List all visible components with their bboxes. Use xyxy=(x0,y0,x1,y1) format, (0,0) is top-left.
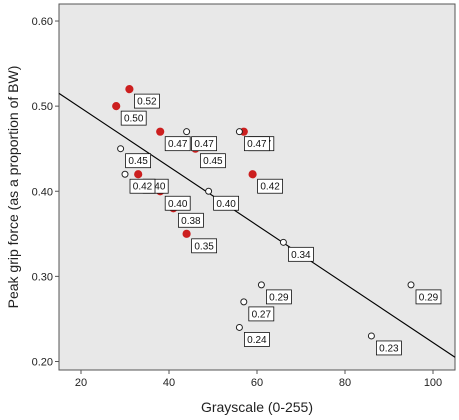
data-point-open xyxy=(240,298,248,306)
data-label-box xyxy=(129,178,156,194)
data-point-open xyxy=(235,128,243,136)
data-point-open xyxy=(235,323,243,331)
data-label-box xyxy=(177,212,204,228)
data-label-box xyxy=(257,178,284,194)
x-tick-label: 80 xyxy=(339,377,351,389)
y-tick-label: 0.60 xyxy=(32,16,53,28)
data-label: 0.35 xyxy=(194,241,214,252)
y-tick-label: 0.40 xyxy=(32,186,53,198)
data-label-box xyxy=(265,289,292,305)
data-label-box xyxy=(287,246,314,262)
data-point-open xyxy=(257,281,265,289)
data-label: 0.47 xyxy=(194,139,214,150)
data-label-box xyxy=(243,332,270,347)
data-point-open xyxy=(279,238,287,246)
data-point-filled xyxy=(156,127,165,136)
data-label: 0.40 xyxy=(168,199,188,210)
data-label: 0.29 xyxy=(269,292,289,303)
data-label-box xyxy=(133,93,160,109)
data-label: 0.45 xyxy=(128,156,148,167)
data-label-box xyxy=(248,306,275,322)
data-label: 0.34 xyxy=(291,250,311,261)
data-label-box xyxy=(199,153,226,169)
x-tick-label: 60 xyxy=(251,377,263,389)
data-point-open xyxy=(367,332,375,340)
data-label: 0.47 xyxy=(247,139,267,150)
data-labels: 0.50 0.52 0.40 0.47 0.40 0.38 0.35 0.45 0.47 0.42… xyxy=(120,93,442,356)
data-point-filled xyxy=(248,170,257,179)
data-label: 0.50 xyxy=(124,114,144,125)
y-tick-label: 0.20 xyxy=(32,356,53,368)
data-label: 0.40 xyxy=(146,182,166,193)
y-axis: 0.20 0.30 0.40 0.50 0.60 xyxy=(32,16,59,368)
data-point-open xyxy=(121,170,129,178)
data-label: 0.52 xyxy=(137,97,157,108)
x-tick-label: 100 xyxy=(424,377,442,389)
x-axis: 20 40 60 80 100 xyxy=(75,370,442,389)
data-label: 0.23 xyxy=(379,343,399,354)
data-label-box xyxy=(243,136,270,152)
data-point-filled xyxy=(125,85,134,94)
y-axis-title: Peak grip force (as a proportion of BW) xyxy=(5,66,21,309)
data-label-box xyxy=(125,153,151,169)
data-label: 0.29 xyxy=(419,292,439,303)
data-label: 0.40 xyxy=(216,199,236,210)
data-label: 0.42 xyxy=(260,182,280,193)
data-point-open xyxy=(205,187,213,195)
data-label: 0.24 xyxy=(247,335,267,346)
data-point-open xyxy=(183,128,191,136)
data-label-box xyxy=(191,136,218,152)
data-label: 0.42 xyxy=(133,182,153,193)
data-label-box xyxy=(191,238,218,254)
data-label: 0.47 xyxy=(168,139,188,150)
data-label: 0.45 xyxy=(203,156,223,167)
data-label: 0.38 xyxy=(181,216,201,227)
data-label-box xyxy=(415,289,442,305)
data-label-box xyxy=(164,195,191,211)
data-point-filled xyxy=(182,229,191,238)
x-tick-label: 40 xyxy=(163,377,175,389)
data-label-box xyxy=(164,136,191,152)
x-axis-title: Grayscale (0-255) xyxy=(201,399,313,415)
data-label-box xyxy=(120,110,147,126)
y-tick-label: 0.50 xyxy=(32,101,53,113)
x-tick-label: 20 xyxy=(75,377,87,389)
data-point-filled xyxy=(112,102,121,111)
data-label: 0.27 xyxy=(252,309,272,320)
data-point-filled xyxy=(134,170,143,179)
data-label-box xyxy=(375,340,402,356)
data-label-box xyxy=(213,195,240,211)
fit-line xyxy=(58,92,456,358)
data-point-open xyxy=(407,281,415,289)
y-tick-label: 0.30 xyxy=(32,271,53,283)
data-point-open xyxy=(117,145,125,153)
